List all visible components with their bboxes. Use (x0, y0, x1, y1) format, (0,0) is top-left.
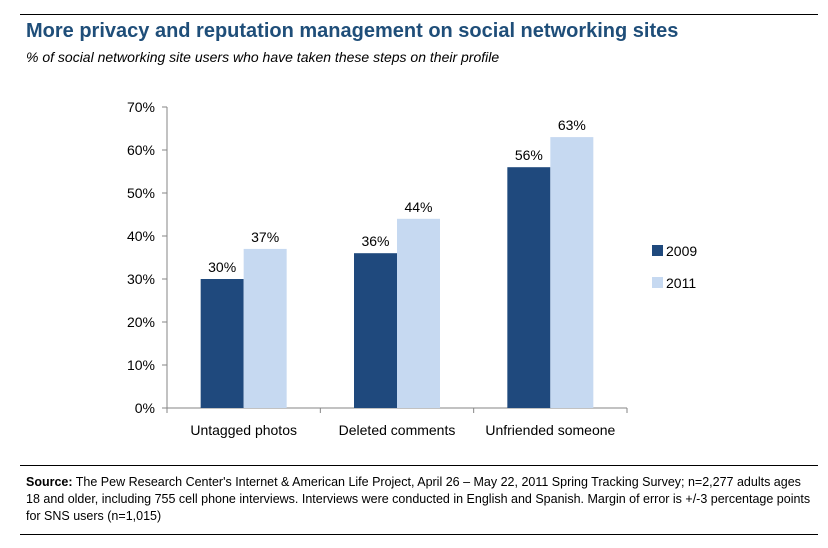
y-tick-label: 60% (127, 142, 155, 158)
y-tick-label: 20% (127, 314, 155, 330)
top-rule (20, 14, 818, 15)
y-tick-label: 30% (127, 271, 155, 287)
y-tick-label: 70% (127, 99, 155, 115)
y-tick-label: 50% (127, 185, 155, 201)
legend-swatch-2011 (652, 277, 663, 288)
bar-value-label: 30% (208, 259, 236, 275)
bar-value-label: 56% (515, 147, 543, 163)
chart-title: More privacy and reputation management o… (26, 20, 679, 42)
legend-label-2011: 2011 (666, 275, 696, 291)
bar-chart: 0% 10% 20% 30% 40% 50% 60% 70% 30% 37% Untagged ph… (127, 99, 697, 438)
legend-swatch-2009 (652, 245, 663, 256)
source-text: The Pew Research Center's Internet & Ame… (26, 475, 811, 523)
y-tick-label: 40% (127, 228, 155, 244)
bar-2011 (243, 248, 287, 408)
x-category-label: Deleted comments (339, 422, 456, 438)
bar-2011 (550, 137, 594, 408)
x-category-label: Unfriended someone (485, 422, 615, 438)
source-top-rule (20, 465, 818, 466)
y-tick-label: 10% (127, 357, 155, 373)
bar-value-label: 37% (251, 229, 279, 245)
bar-value-label: 36% (361, 233, 389, 249)
chart-subtitle: % of social networking site users who ha… (26, 49, 500, 65)
bar-2009 (200, 279, 244, 408)
legend-label-2009: 2009 (666, 243, 697, 259)
bar-value-label: 44% (404, 199, 432, 215)
source-label: Source: (26, 475, 73, 489)
bottom-rule (20, 534, 818, 535)
bar-2011 (397, 218, 440, 408)
bar-2009 (507, 167, 551, 408)
source-note: Source: The Pew Research Center's Intern… (26, 474, 816, 525)
y-tick-label: 0% (135, 400, 155, 416)
bar-2009 (354, 253, 397, 408)
x-category-label: Untagged photos (190, 422, 297, 438)
bar-value-label: 63% (558, 117, 586, 133)
